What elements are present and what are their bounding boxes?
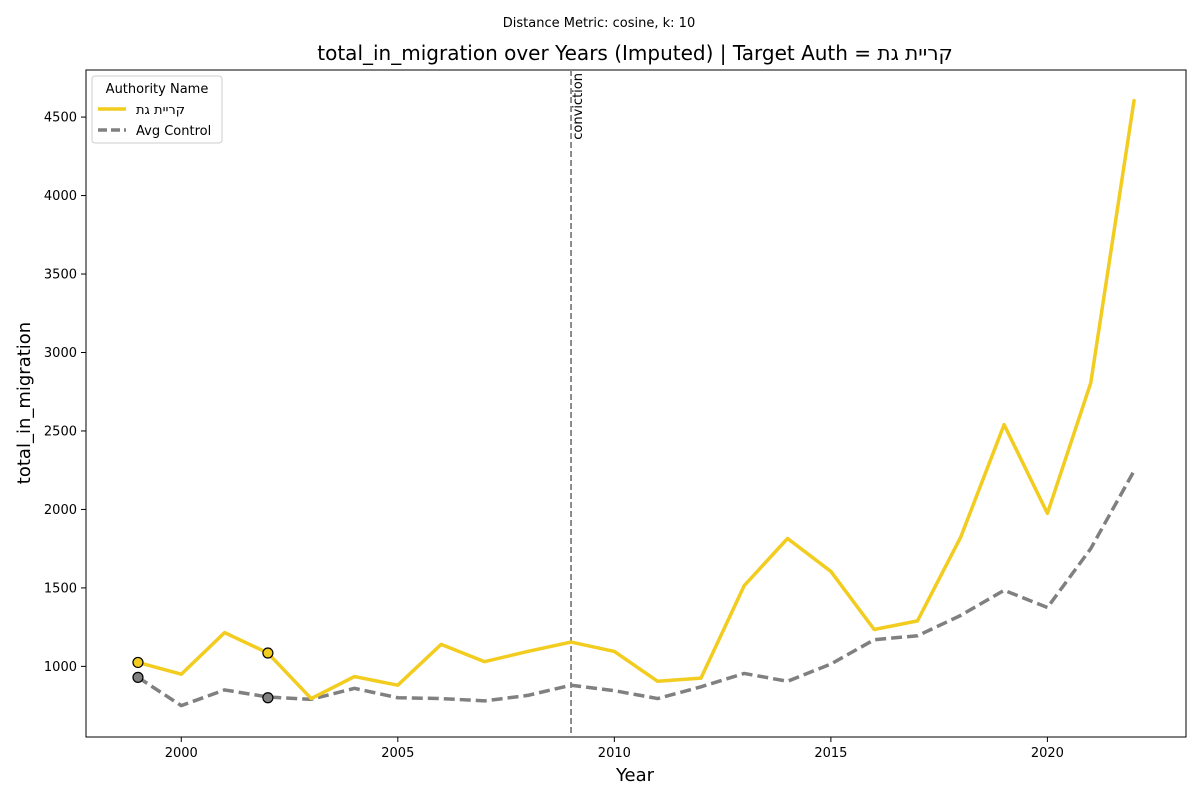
y-tick-label: 4000: [44, 189, 77, 204]
x-tick-label: 2000: [165, 746, 198, 761]
series-line-target: [136, 98, 1136, 701]
y-tick-label: 3000: [44, 346, 77, 361]
imputed-point-target: [132, 656, 144, 669]
y-tick-label: 3500: [44, 268, 77, 283]
x-axis-label: Year: [615, 765, 655, 786]
chart-subtitle: Distance Metric: cosine, k: 10: [503, 16, 695, 31]
y-tick-label: 1500: [44, 581, 77, 596]
series-line-control: [137, 470, 1136, 708]
y-tick-label: 1000: [44, 660, 77, 675]
y-axis-label: total_in_migration: [14, 322, 35, 484]
y-tick-label: 4500: [44, 111, 77, 126]
legend-box: [91, 75, 223, 144]
x-tick-label: 2015: [814, 746, 847, 761]
x-axis: 2000 2005 2010 2015 2020: [165, 737, 1064, 761]
x-tick-label: 2010: [598, 746, 631, 761]
y-axis: 1000 1500 2000 2500 3000 3500 4000 4500: [44, 111, 86, 675]
imputed-point-target: [262, 647, 274, 659]
plot-frame: [85, 69, 1187, 738]
legend-title: Authority Name: [106, 82, 209, 97]
conviction-label: conviction: [571, 73, 586, 140]
y-tick-label: 2500: [44, 424, 77, 439]
x-tick-label: 2005: [381, 746, 414, 761]
legend-label-control: Avg Control: [136, 124, 211, 139]
legend: Authority Name קריית גת Avg Control: [91, 75, 223, 144]
imputed-point-control: [262, 692, 274, 704]
plot-area: [85, 69, 1187, 738]
legend-label-target: קריית גת: [136, 103, 185, 118]
y-tick-label: 2000: [44, 503, 77, 518]
x-tick-label: 2020: [1031, 746, 1064, 761]
series-layer: [132, 98, 1136, 708]
chart-title: total_in_migration over Years (Imputed) …: [317, 41, 952, 65]
annotation-layer: conviction: [570, 70, 586, 737]
imputed-point-control: [132, 671, 144, 683]
